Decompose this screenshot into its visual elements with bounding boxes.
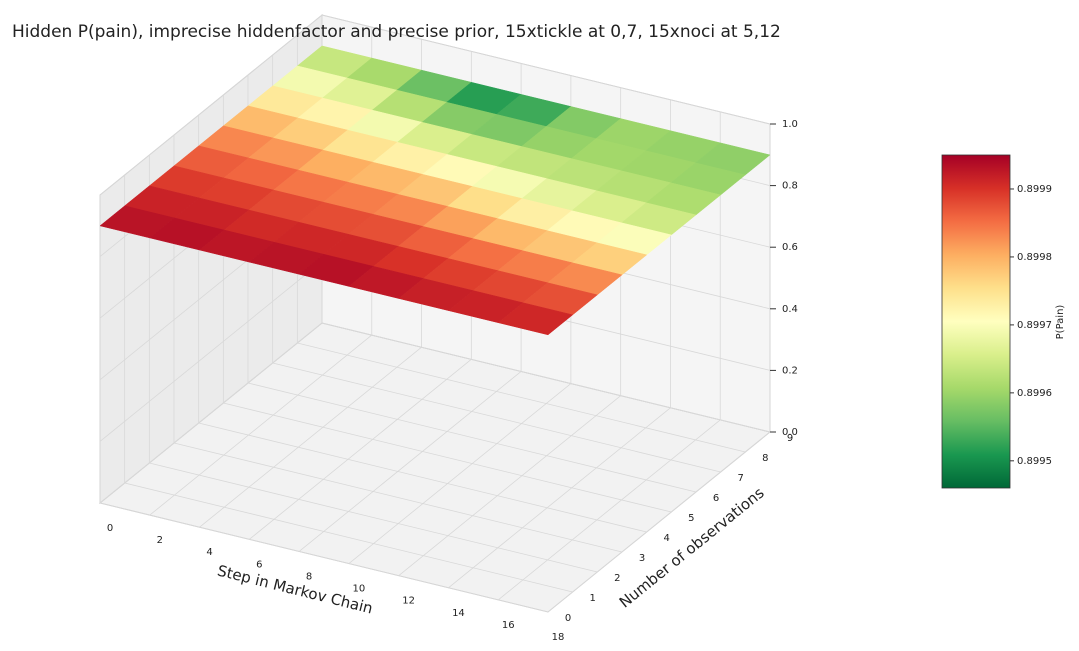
x-axis-label: Step in Markov Chain: [216, 561, 375, 617]
colorbar-label: P(Pain): [1055, 305, 1066, 340]
grid-line: [149, 334, 373, 516]
y-tick-label: 4: [663, 533, 669, 544]
x-tick-label: 6: [256, 559, 262, 570]
grid-line: [99, 322, 323, 504]
y-tick-label: 3: [639, 553, 645, 564]
grid-line: [348, 383, 572, 564]
grid-line: [497, 419, 721, 601]
colorbar-tick-label: 0.8998: [1017, 252, 1052, 263]
grid-line: [247, 382, 697, 493]
z-tick-label: 0.4: [782, 304, 798, 315]
x-tick-label: 2: [157, 535, 163, 546]
surface-cell: [497, 302, 574, 336]
x-tick-label: 14: [452, 608, 465, 619]
chart-title: Hidden P(pain), imprecise hiddenfactor a…: [12, 22, 781, 42]
x-tick-label: 4: [206, 547, 212, 558]
grid-line: [99, 14, 323, 196]
x-tick-label: 10: [353, 584, 366, 595]
z-tick-label: 1.0: [782, 119, 798, 130]
colorbar: [941, 154, 1011, 489]
grid-line: [297, 342, 746, 453]
y-tick-label: 8: [762, 453, 768, 464]
grid-line: [321, 322, 771, 433]
z-tick-label: 0.6: [782, 242, 798, 253]
colorbar-tick-label: 0.8996: [1017, 388, 1052, 399]
grid-line: [223, 402, 672, 513]
grid-line: [321, 14, 771, 125]
colorbar-tick-label: 0.8999: [1017, 184, 1052, 195]
y-tick-label: 5: [688, 513, 694, 524]
x-tick-label: 16: [502, 620, 515, 631]
grid-line: [547, 431, 771, 613]
colorbar-tick-label: 0.8997: [1017, 320, 1052, 331]
colorbar-tick-label: 0.8995: [1017, 456, 1052, 467]
grid-line: [448, 407, 671, 589]
grid-line: [198, 422, 647, 533]
y-tick-label: 6: [713, 493, 719, 504]
z-tick-label: 0.0: [782, 427, 798, 438]
y-tick-label: 0: [565, 613, 571, 624]
grid-line: [199, 346, 422, 528]
grid-line: [173, 442, 623, 553]
z-tick-label: 0.2: [782, 365, 798, 376]
y-tick-label: 1: [589, 593, 595, 604]
y-tick-label: 2: [614, 573, 620, 584]
x-tick-label: 8: [306, 571, 312, 582]
x-tick-label: 0: [107, 523, 113, 534]
x-tick-label: 12: [402, 596, 415, 607]
y-tick-label: 9: [787, 433, 793, 444]
grid-line: [124, 482, 573, 593]
grid-line: [149, 462, 598, 573]
grid-line: [99, 502, 549, 613]
grid-line: [398, 395, 621, 576]
z-tick-label: 0.8: [782, 181, 798, 192]
surface: [99, 45, 771, 336]
x-tick-label: 18: [552, 632, 565, 643]
grid-line: [272, 362, 721, 473]
grid-line: [298, 371, 522, 552]
y-tick-label: 7: [737, 473, 743, 484]
grid-line: [99, 261, 323, 442]
grid-line: [249, 359, 472, 540]
